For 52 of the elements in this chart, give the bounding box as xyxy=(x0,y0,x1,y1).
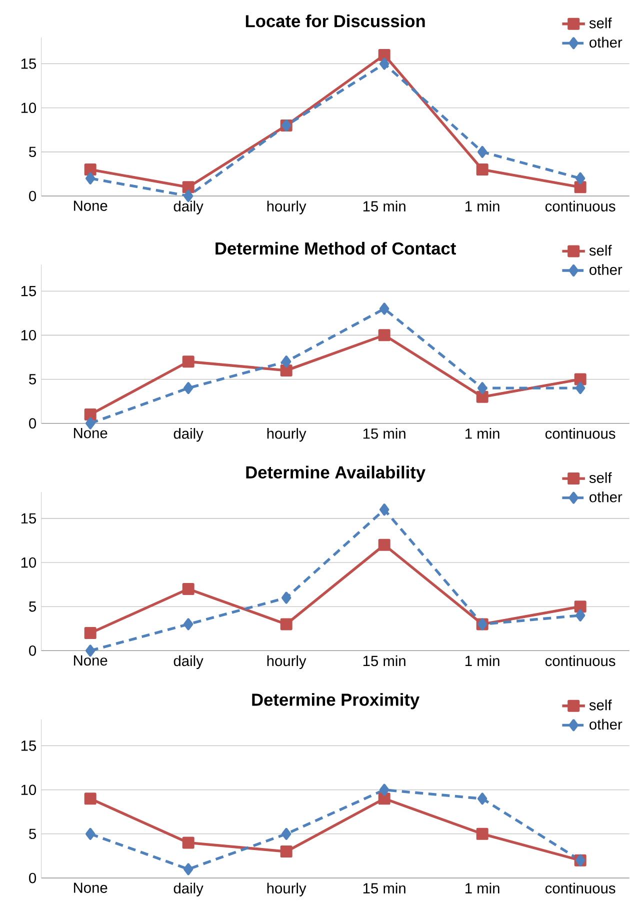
y-tick-label: 15 xyxy=(21,513,36,524)
x-tick-label: hourly xyxy=(267,655,306,670)
y-tick-label: 5 xyxy=(29,601,36,612)
x-tick-label: None xyxy=(74,882,108,893)
x-tick-label: continuous xyxy=(545,428,616,439)
y-tick-label: 0 xyxy=(29,872,36,884)
x-tick-label: 15 min xyxy=(363,882,406,894)
x-tick-label: None xyxy=(74,428,108,438)
legend-label: other xyxy=(590,36,622,48)
chart-title: Determine Proximity xyxy=(252,693,420,710)
x-tick-label: None xyxy=(74,200,108,211)
legend-label: self xyxy=(589,472,612,483)
x-tick-label: 1 min xyxy=(466,882,500,894)
x-tick-label: 15 min xyxy=(363,655,406,666)
y-tick-label: 15 xyxy=(21,740,36,751)
legend-label: self xyxy=(589,18,612,28)
legend-label: self xyxy=(589,244,612,256)
x-tick-label: daily xyxy=(174,882,204,896)
y-tick-label: 10 xyxy=(21,330,36,340)
y-tick-label: 10 xyxy=(21,784,36,796)
x-tick-label: daily xyxy=(174,200,204,214)
chart-title: Locate for Discussion xyxy=(246,14,425,28)
x-tick-label: None xyxy=(74,655,108,666)
x-tick-label: hourly xyxy=(267,200,306,214)
x-tick-label: hourly xyxy=(267,428,306,442)
x-tick-label: daily xyxy=(174,655,204,670)
y-tick-label: 0 xyxy=(29,418,36,429)
y-tick-label: 0 xyxy=(29,645,36,656)
x-tick-label: 1 min xyxy=(466,655,500,666)
x-tick-label: daily xyxy=(174,428,204,442)
chart-title: Determine Method of Contact xyxy=(216,242,456,255)
legend-label: self xyxy=(589,700,612,710)
x-tick-label: 1 min xyxy=(466,428,500,439)
y-tick-label: 5 xyxy=(29,828,36,840)
legend-label: other xyxy=(590,264,622,275)
x-tick-label: 15 min xyxy=(363,200,406,212)
y-tick-label: 15 xyxy=(21,58,36,69)
legend-label: other xyxy=(590,492,622,502)
y-tick-label: 5 xyxy=(29,146,36,158)
y-tick-label: 15 xyxy=(21,286,36,296)
legend-label: other xyxy=(590,718,622,730)
x-tick-label: 15 min xyxy=(363,428,406,439)
x-tick-label: continuous xyxy=(545,200,616,212)
x-tick-label: continuous xyxy=(545,882,616,894)
chart-title: Determine Availability xyxy=(246,466,426,482)
x-tick-label: continuous xyxy=(545,655,616,666)
y-tick-label: 10 xyxy=(21,102,36,114)
y-tick-label: 0 xyxy=(29,190,36,202)
y-tick-label: 5 xyxy=(29,374,36,384)
x-tick-label: 1 min xyxy=(466,200,500,212)
x-tick-label: hourly xyxy=(267,882,306,896)
y-tick-label: 10 xyxy=(21,557,36,568)
